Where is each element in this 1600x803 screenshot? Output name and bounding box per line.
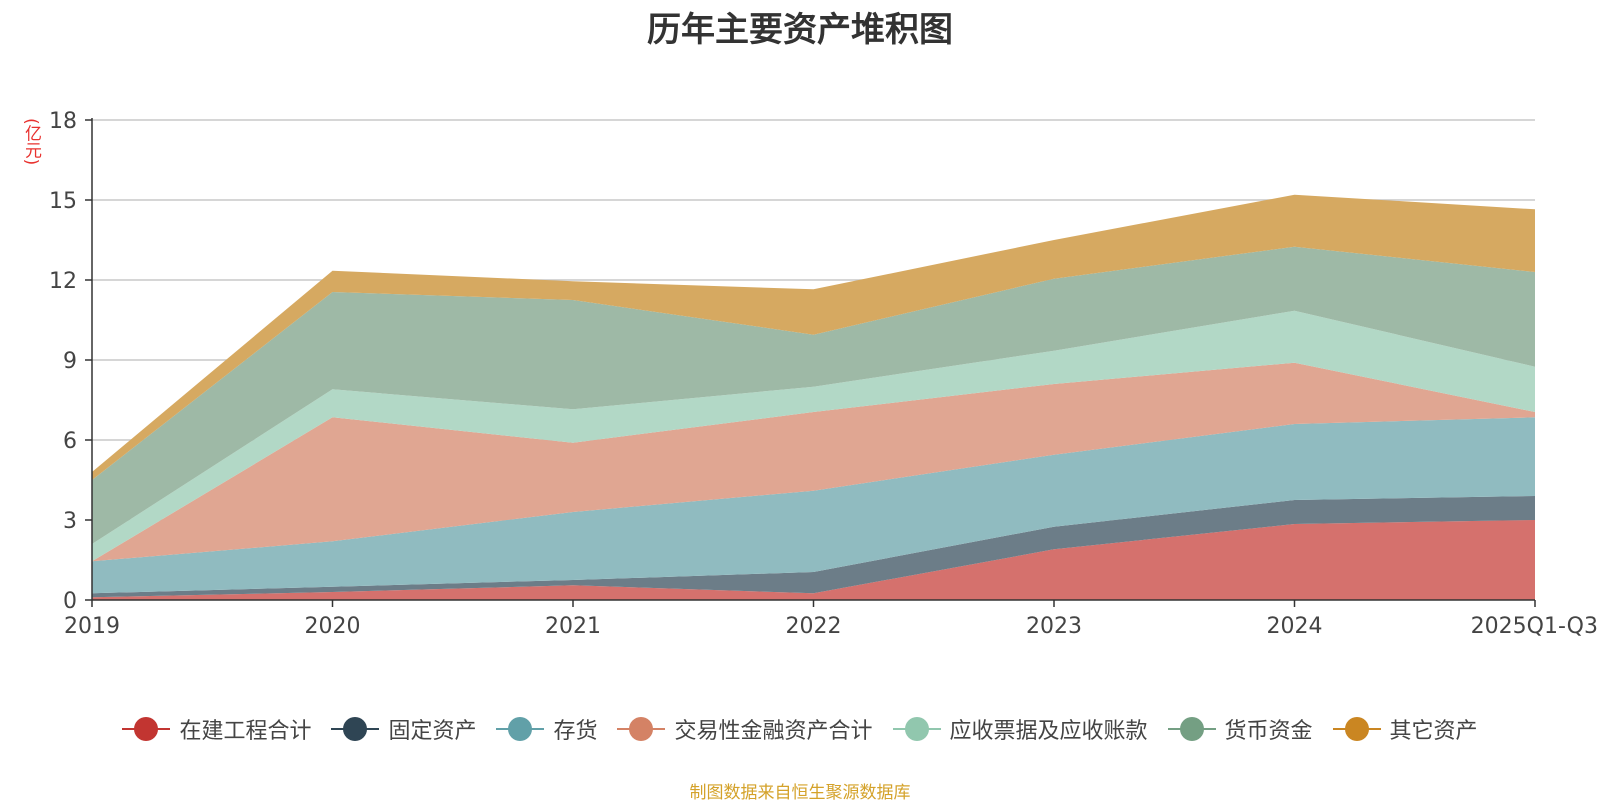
x-tick-label: 2023	[1026, 614, 1082, 639]
area-series-4	[92, 362, 1535, 562]
stacked-area-chart: 0 3 6 9 12 15 18 2019 2020 2021 2022 2023 2024 2025Q1…	[49, 109, 1598, 639]
area-series-7	[92, 194, 1535, 480]
legend-item-4[interactable]: 交易性金融资产合计	[617, 713, 873, 745]
x-tick-label: 2024	[1267, 614, 1323, 639]
area-series-2	[92, 496, 1535, 598]
legend-item-1[interactable]: 在建工程合计	[122, 713, 311, 745]
legend-marker-icon	[1332, 717, 1381, 741]
legend-label: 其它资产	[1389, 719, 1478, 744]
legend-item-5[interactable]: 应收票据及应收账款	[892, 713, 1148, 745]
legend: 在建工程合计 固定资产 存货 交易性金融资产合计 应收票据及应收账款 货币资金 其它资产	[0, 713, 1600, 745]
y-axis-unit-label: (亿元)	[21, 118, 41, 166]
x-tick-label: 2020	[305, 614, 361, 639]
legend-marker-icon	[496, 717, 545, 741]
legend-label: 固定资产	[388, 719, 477, 744]
y-tick-label: 9	[63, 349, 77, 374]
x-tick-label: 2022	[786, 614, 842, 639]
legend-label: 应收票据及应收账款	[949, 719, 1148, 744]
chart-title: 历年主要资产堆积图	[647, 10, 953, 50]
legend-item-6[interactable]: 货币资金	[1167, 713, 1313, 745]
legend-item-2[interactable]: 固定资产	[331, 713, 476, 745]
axes: 0 3 6 9 12 15 18 2019 2020 2021 2022 2023 2024 2025Q1…	[49, 109, 1598, 639]
legend-label: 存货	[553, 719, 598, 744]
x-tick-label: 2021	[545, 614, 601, 639]
y-tick-label: 15	[49, 189, 77, 214]
legend-marker-icon	[892, 717, 941, 741]
x-tick-label: 2025Q1-Q3	[1471, 614, 1598, 639]
source-note: 制图数据来自恒生聚源数据库	[689, 783, 911, 803]
area-series-group	[92, 194, 1535, 600]
area-series-3	[92, 417, 1535, 594]
legend-item-3[interactable]: 存货	[496, 713, 597, 745]
y-tick-label: 6	[63, 429, 77, 454]
legend-marker-icon	[331, 717, 380, 741]
legend-marker-icon	[122, 717, 171, 741]
legend-label: 货币资金	[1224, 719, 1313, 744]
legend-marker-icon	[1167, 717, 1216, 741]
x-tick-label: 2019	[64, 614, 120, 639]
y-tick-label: 3	[63, 509, 77, 534]
area-series-5	[92, 310, 1535, 562]
y-tick-label: 0	[63, 589, 77, 614]
legend-label: 在建工程合计	[179, 719, 312, 744]
area-series-6	[92, 246, 1535, 544]
y-tick-label: 12	[49, 269, 77, 294]
legend-marker-icon	[617, 717, 666, 741]
y-tick-label: 18	[49, 109, 77, 134]
area-series-1	[92, 520, 1535, 600]
legend-item-7[interactable]: 其它资产	[1332, 713, 1478, 745]
legend-label: 交易性金融资产合计	[674, 719, 873, 744]
